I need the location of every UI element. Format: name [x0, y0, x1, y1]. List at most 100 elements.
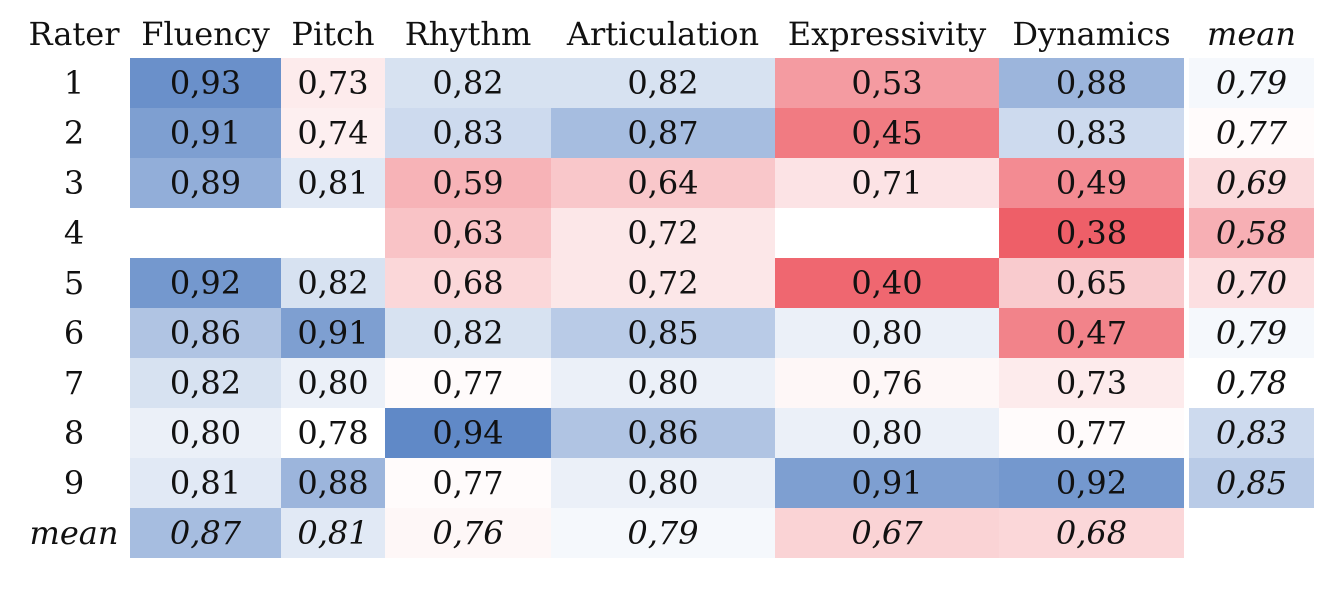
heatmap-cell: 0,72 — [551, 258, 775, 308]
header-fluency: Fluency — [141, 15, 270, 53]
heatmap-cell: 0,45 — [775, 108, 999, 158]
rater-label: 8 — [63, 414, 85, 452]
heatmap-cell: 0,81 — [130, 458, 281, 508]
rater-row: 6 0,86 0,91 0,82 0,85 0,80 0,47 0,79 — [18, 308, 1314, 358]
header-articulation: Articulation — [566, 15, 760, 53]
heatmap-body: 1 0,93 0,73 0,82 0,82 0,53 0,88 0,79 2 0,91 0,74 0,… — [18, 58, 1314, 558]
heatmap-cell: 0,91 — [281, 308, 385, 358]
heatmap-cell: 0,87 — [551, 108, 775, 158]
heatmap-cell: 0,88 — [999, 58, 1184, 108]
rater-row: 9 0,81 0,88 0,77 0,80 0,91 0,92 0,85 — [18, 458, 1314, 508]
heatmap-cell: 0,86 — [130, 308, 281, 358]
heatmap-cell — [130, 208, 281, 258]
column-mean-cell: 0,81 — [281, 508, 385, 558]
rater-label: 7 — [63, 364, 85, 402]
header-mean: mean — [1184, 10, 1314, 58]
heatmap-cell: 0,80 — [775, 308, 999, 358]
rater-label: 6 — [63, 314, 85, 352]
rater-label: 1 — [63, 64, 85, 102]
rater-label: 2 — [63, 114, 85, 152]
heatmap-cell: 0,82 — [130, 358, 281, 408]
row-mean-cell: 0,83 — [1184, 408, 1314, 458]
heatmap-cell: 0,80 — [551, 358, 775, 408]
header-dynamics: Dynamics — [1012, 15, 1171, 53]
column-mean-row: mean 0,87 0,81 0,76 0,79 0,67 0,68 — [18, 508, 1314, 558]
heatmap-cell: 0,73 — [281, 58, 385, 108]
row-mean-cell: 0,70 — [1184, 258, 1314, 308]
heatmap-cell: 0,93 — [130, 58, 281, 108]
heatmap-cell: 0,80 — [130, 408, 281, 458]
heatmap-cell: 0,38 — [999, 208, 1184, 258]
heatmap-cell — [281, 208, 385, 258]
header-rater: Rater — [28, 15, 120, 53]
row-mean-cell: 0,77 — [1184, 108, 1314, 158]
heatmap-cell: 0,77 — [999, 408, 1184, 458]
heatmap-cell: 0,91 — [130, 108, 281, 158]
heatmap-cell: 0,49 — [999, 158, 1184, 208]
mean-row-label: mean — [29, 514, 119, 552]
rater-row: 5 0,92 0,82 0,68 0,72 0,40 0,65 0,70 — [18, 258, 1314, 308]
rater-label: 3 — [63, 164, 85, 202]
heatmap-cell: 0,59 — [385, 158, 551, 208]
column-mean-cell: 0,87 — [130, 508, 281, 558]
heatmap-cell: 0,71 — [775, 158, 999, 208]
heatmap-cell: 0,82 — [385, 58, 551, 108]
heatmap-cell: 0,83 — [385, 108, 551, 158]
heatmap-cell: 0,77 — [385, 458, 551, 508]
heatmap-cell: 0,76 — [775, 358, 999, 408]
heatmap-cell: 0,73 — [999, 358, 1184, 408]
rater-row: 1 0,93 0,73 0,82 0,82 0,53 0,88 0,79 — [18, 58, 1314, 108]
header-rhythm: Rhythm — [404, 15, 532, 53]
heatmap-cell: 0,89 — [130, 158, 281, 208]
heatmap-cell: 0,68 — [385, 258, 551, 308]
rater-row: 2 0,91 0,74 0,83 0,87 0,45 0,83 0,77 — [18, 108, 1314, 158]
heatmap-cell: 0,80 — [775, 408, 999, 458]
heatmap-cell: 0,88 — [281, 458, 385, 508]
heatmap-cell: 0,94 — [385, 408, 551, 458]
heatmap-cell: 0,82 — [551, 58, 775, 108]
heatmap-cell: 0,74 — [281, 108, 385, 158]
rater-label: 5 — [63, 264, 85, 302]
heatmap-cell: 0,40 — [775, 258, 999, 308]
heatmap-cell: 0,92 — [130, 258, 281, 308]
row-mean-cell: 0,58 — [1184, 208, 1314, 258]
heatmap-cell: 0,65 — [999, 258, 1184, 308]
heatmap-cell: 0,82 — [281, 258, 385, 308]
column-mean-cell: 0,79 — [551, 508, 775, 558]
heatmap-cell: 0,82 — [385, 308, 551, 358]
column-mean-cell: 0,68 — [999, 508, 1184, 558]
rater-row: 3 0,89 0,81 0,59 0,64 0,71 0,49 0,69 — [18, 158, 1314, 208]
row-mean-cell: 0,85 — [1184, 458, 1314, 508]
heatmap-cell: 0,47 — [999, 308, 1184, 358]
heatmap-cell: 0,78 — [281, 408, 385, 458]
rater-label: 4 — [63, 214, 85, 252]
heatmap-cell: 0,91 — [775, 458, 999, 508]
rater-row: 8 0,80 0,78 0,94 0,86 0,80 0,77 0,83 — [18, 408, 1314, 458]
column-mean-cell: 0,67 — [775, 508, 999, 558]
column-mean-cell: 0,76 — [385, 508, 551, 558]
heatmap-cell: 0,85 — [551, 308, 775, 358]
rater-row: 4 0,63 0,72 0,38 0,58 — [18, 208, 1314, 258]
heatmap-table: Rater Fluency Pitch Rhythm Articulation … — [18, 10, 1314, 558]
rater-label: 9 — [63, 464, 85, 502]
heatmap-cell: 0,83 — [999, 108, 1184, 158]
rater-row: 7 0,82 0,80 0,77 0,80 0,76 0,73 0,78 — [18, 358, 1314, 408]
row-mean-cell: 0,78 — [1184, 358, 1314, 408]
row-mean-cell: 0,79 — [1184, 308, 1314, 358]
heatmap-cell: 0,81 — [281, 158, 385, 208]
row-mean-cell: 0,69 — [1184, 158, 1314, 208]
heatmap-cell: 0,86 — [551, 408, 775, 458]
heatmap-cell — [775, 208, 999, 258]
heatmap-cell: 0,53 — [775, 58, 999, 108]
heatmap-cell: 0,80 — [551, 458, 775, 508]
header-row: Rater Fluency Pitch Rhythm Articulation … — [18, 10, 1314, 58]
empty-corner-cell — [1184, 508, 1314, 558]
heatmap-cell: 0,77 — [385, 358, 551, 408]
header-expressivity: Expressivity — [787, 15, 987, 53]
heatmap-cell: 0,63 — [385, 208, 551, 258]
heatmap-cell: 0,80 — [281, 358, 385, 408]
heatmap-cell: 0,92 — [999, 458, 1184, 508]
heatmap-cell: 0,64 — [551, 158, 775, 208]
header-pitch: Pitch — [291, 15, 375, 53]
heatmap-cell: 0,72 — [551, 208, 775, 258]
